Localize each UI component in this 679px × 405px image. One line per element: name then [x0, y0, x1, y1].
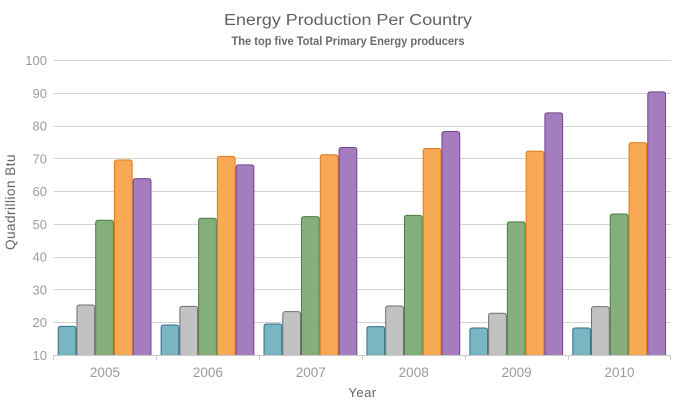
svg-text:2009: 2009 — [502, 365, 532, 380]
svg-text:80: 80 — [33, 119, 47, 134]
svg-text:2010: 2010 — [605, 365, 635, 380]
svg-text:2005: 2005 — [90, 365, 120, 380]
svg-text:90: 90 — [33, 86, 47, 101]
svg-text:2008: 2008 — [399, 365, 429, 380]
svg-text:70: 70 — [33, 151, 47, 166]
svg-text:Quadrillion Btu: Quadrillion Btu — [3, 154, 18, 250]
svg-text:10: 10 — [33, 348, 47, 363]
svg-text:Energy Production Per Country: Energy Production Per Country — [224, 12, 472, 29]
svg-text:Year: Year — [348, 385, 376, 400]
svg-text:100: 100 — [25, 53, 47, 68]
svg-text:60: 60 — [33, 184, 47, 199]
svg-text:The top five Total Primary Ene: The top five Total Primary Energy produc… — [232, 34, 465, 48]
svg-text:30: 30 — [33, 282, 47, 297]
svg-text:2006: 2006 — [193, 365, 223, 380]
svg-text:2007: 2007 — [296, 365, 326, 380]
svg-text:50: 50 — [33, 217, 47, 232]
svg-text:40: 40 — [33, 250, 47, 265]
svg-text:20: 20 — [33, 315, 47, 330]
